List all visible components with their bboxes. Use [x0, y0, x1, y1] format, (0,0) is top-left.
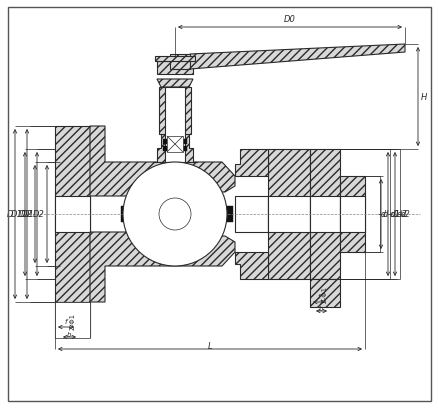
- Text: D2: D2: [33, 210, 45, 219]
- Text: L: L: [207, 341, 212, 350]
- Polygon shape: [234, 150, 267, 177]
- Text: D: D: [7, 210, 13, 219]
- Bar: [267, 196, 309, 232]
- Bar: [162, 147, 166, 152]
- Bar: [165, 80, 184, 163]
- Polygon shape: [157, 62, 193, 75]
- Polygon shape: [170, 55, 190, 70]
- Text: f: f: [317, 293, 319, 299]
- Polygon shape: [339, 177, 364, 252]
- Text: H: H: [420, 93, 426, 102]
- Polygon shape: [190, 45, 404, 70]
- Bar: [55, 302, 90, 338]
- Polygon shape: [55, 302, 90, 337]
- Text: f: f: [64, 318, 67, 324]
- Bar: [309, 196, 339, 232]
- Bar: [121, 207, 129, 214]
- Polygon shape: [234, 252, 267, 279]
- Text: b: b: [318, 305, 323, 311]
- Text: d1: d1: [389, 210, 400, 219]
- Bar: [121, 214, 129, 222]
- Polygon shape: [157, 80, 193, 88]
- Text: d1: d1: [390, 210, 400, 219]
- Bar: [225, 207, 233, 214]
- Text: D: D: [18, 210, 25, 219]
- Bar: [55, 196, 90, 232]
- Circle shape: [123, 163, 226, 266]
- Bar: [225, 214, 233, 222]
- Bar: [162, 139, 166, 145]
- Text: D1: D1: [11, 210, 23, 219]
- Polygon shape: [309, 279, 339, 307]
- Polygon shape: [155, 57, 194, 62]
- Text: d2: d2: [396, 210, 407, 219]
- Polygon shape: [90, 232, 234, 302]
- Text: Z-Φ1: Z-Φ1: [69, 312, 75, 329]
- Text: b: b: [67, 331, 71, 337]
- Bar: [339, 196, 364, 232]
- Bar: [166, 137, 183, 153]
- Polygon shape: [90, 127, 234, 196]
- Text: Z-Φ1: Z-Φ1: [321, 285, 327, 302]
- Polygon shape: [55, 127, 90, 302]
- Text: D1: D1: [23, 210, 35, 219]
- Text: d: d: [382, 210, 388, 219]
- Bar: [183, 139, 187, 145]
- Text: D2: D2: [21, 210, 33, 219]
- Bar: [183, 147, 187, 152]
- Bar: [234, 196, 267, 232]
- Text: d: d: [380, 210, 385, 219]
- Polygon shape: [267, 150, 309, 279]
- Polygon shape: [153, 135, 197, 163]
- Polygon shape: [159, 88, 191, 135]
- Circle shape: [159, 198, 191, 230]
- Text: D0: D0: [283, 15, 295, 24]
- Text: d2: d2: [400, 210, 410, 219]
- Polygon shape: [309, 150, 339, 279]
- Bar: [165, 88, 184, 163]
